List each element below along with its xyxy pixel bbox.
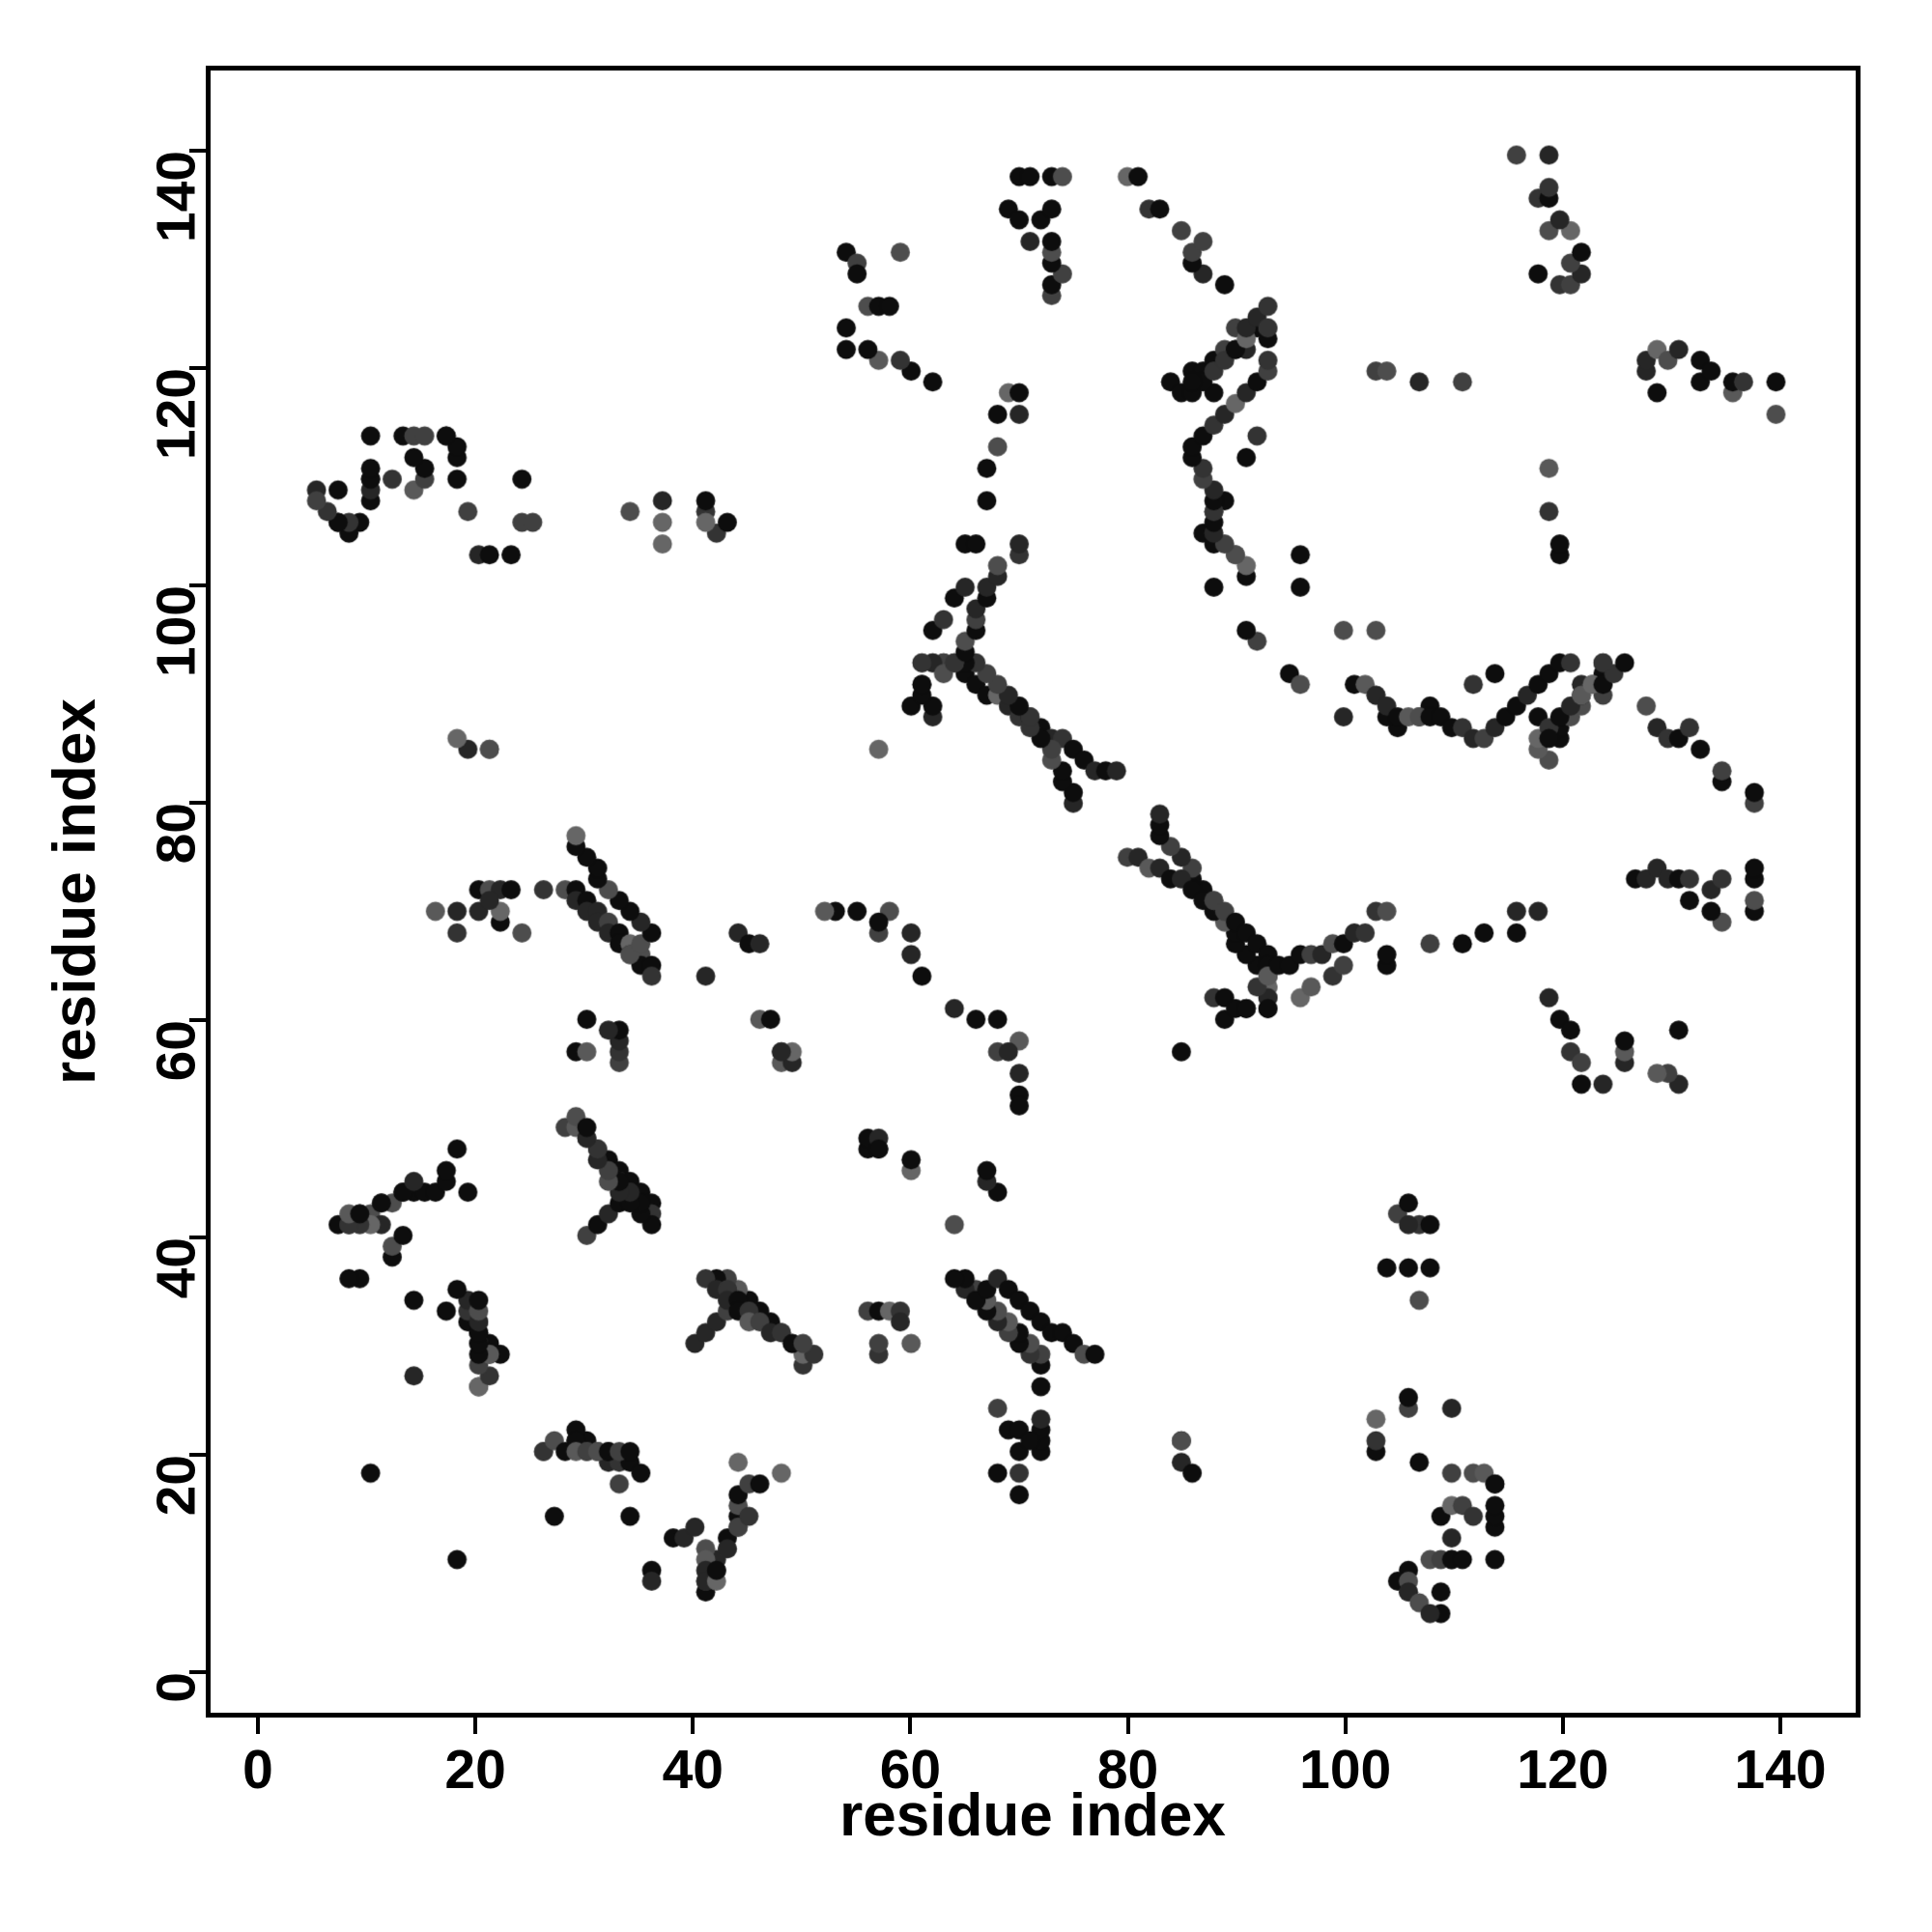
x-tick — [1777, 1718, 1782, 1734]
x-tick-label: 60 — [879, 1739, 942, 1801]
y-tick — [189, 366, 206, 370]
x-tick — [691, 1718, 696, 1734]
x-tick — [1560, 1718, 1565, 1734]
x-tick — [1125, 1718, 1130, 1734]
plot-area — [206, 66, 1861, 1718]
x-tick — [256, 1718, 260, 1734]
x-tick — [1343, 1718, 1348, 1734]
x-tick-label: 140 — [1734, 1739, 1827, 1801]
y-tick-label: 80 — [145, 803, 208, 865]
x-tick-label: 80 — [1096, 1739, 1159, 1801]
y-tick — [189, 801, 206, 805]
y-tick — [189, 583, 206, 587]
x-tick-label: 20 — [444, 1739, 506, 1801]
scatter-canvas — [211, 71, 1856, 1713]
y-tick-label: 140 — [145, 151, 208, 243]
x-tick-label: 100 — [1299, 1739, 1392, 1801]
x-axis-title: residue index — [839, 1782, 1226, 1849]
y-tick — [189, 1018, 206, 1022]
y-tick — [189, 1670, 206, 1674]
y-axis-title: residue index — [42, 698, 108, 1085]
x-tick-label: 120 — [1517, 1739, 1609, 1801]
x-tick-label: 40 — [662, 1739, 724, 1801]
y-tick — [189, 1236, 206, 1239]
y-tick — [189, 1453, 206, 1457]
y-tick-label: 100 — [145, 585, 208, 678]
x-tick — [908, 1718, 913, 1734]
y-tick-label: 40 — [145, 1237, 208, 1299]
x-tick-label: 0 — [242, 1739, 273, 1801]
y-tick-label: 0 — [145, 1672, 208, 1703]
x-tick — [473, 1718, 478, 1734]
y-tick — [189, 149, 206, 153]
y-tick-label: 60 — [145, 1020, 208, 1082]
y-tick-label: 20 — [145, 1455, 208, 1517]
y-tick-label: 120 — [145, 368, 208, 461]
